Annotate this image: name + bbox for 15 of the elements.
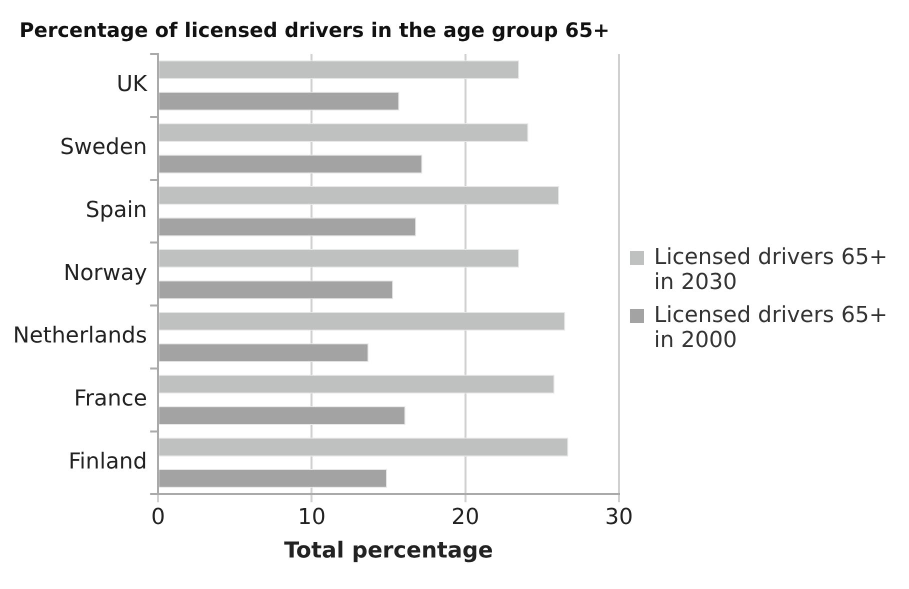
x-axis-title: Total percentage	[284, 538, 494, 564]
legend-label: Licensed drivers 65+ in 2030	[654, 245, 889, 295]
y-tick-label: Spain	[86, 198, 148, 223]
x-tick-label: 10	[298, 505, 326, 530]
y-tick-label: Sweden	[60, 135, 148, 160]
y-tick-label: Norway	[64, 260, 148, 286]
y-tick-label: Netherlands	[12, 324, 148, 349]
x-tick-label: 30	[605, 505, 633, 530]
y-tick-label: France	[74, 386, 148, 412]
y-tick-label: UK	[116, 72, 148, 98]
y-tick-label: Finland	[68, 449, 148, 474]
chart-title: Percentage of licensed drivers in the age group 65+	[19, 18, 610, 42]
x-tick-label: 0	[151, 505, 166, 530]
x-tick-label: 20	[451, 505, 480, 530]
legend-label: Licensed drivers 65+ in 2000	[654, 303, 889, 353]
